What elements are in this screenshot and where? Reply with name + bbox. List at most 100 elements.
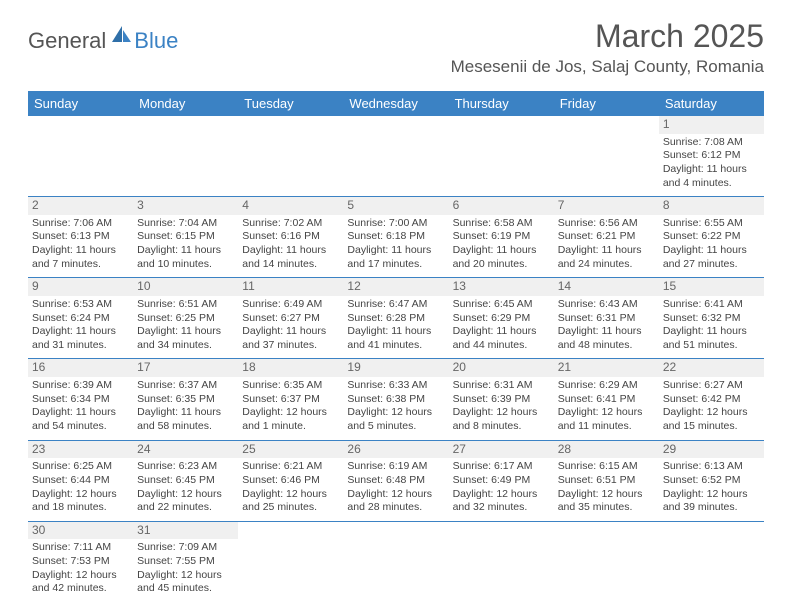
- day-header-saturday: Saturday: [659, 91, 764, 116]
- calendar-cell: [238, 116, 343, 197]
- daylight-text-1: Daylight: 12 hours: [242, 406, 339, 420]
- daylight-text-2: and 32 minutes.: [453, 501, 550, 515]
- daylight-text-1: Daylight: 12 hours: [558, 406, 655, 420]
- day-number: 6: [449, 197, 554, 215]
- sunset-text: Sunset: 6:42 PM: [663, 393, 760, 407]
- calendar-cell: 10Sunrise: 6:51 AMSunset: 6:25 PMDayligh…: [133, 278, 238, 359]
- calendar-cell: 4Sunrise: 7:02 AMSunset: 6:16 PMDaylight…: [238, 197, 343, 278]
- day-header-monday: Monday: [133, 91, 238, 116]
- calendar-row: 1Sunrise: 7:08 AMSunset: 6:12 PMDaylight…: [28, 116, 764, 197]
- daylight-text-1: Daylight: 11 hours: [137, 244, 234, 258]
- daylight-text-1: Daylight: 11 hours: [242, 244, 339, 258]
- calendar-cell: 15Sunrise: 6:41 AMSunset: 6:32 PMDayligh…: [659, 278, 764, 359]
- day-number: 28: [554, 441, 659, 459]
- sunrise-text: Sunrise: 6:56 AM: [558, 217, 655, 231]
- calendar-cell: 31Sunrise: 7:09 AMSunset: 7:55 PMDayligh…: [133, 521, 238, 602]
- sunrise-text: Sunrise: 6:17 AM: [453, 460, 550, 474]
- daylight-text-1: Daylight: 12 hours: [242, 488, 339, 502]
- calendar-cell: 19Sunrise: 6:33 AMSunset: 6:38 PMDayligh…: [343, 359, 448, 440]
- sunset-text: Sunset: 6:29 PM: [453, 312, 550, 326]
- day-number: 14: [554, 278, 659, 296]
- day-number: 25: [238, 441, 343, 459]
- calendar-cell: 25Sunrise: 6:21 AMSunset: 6:46 PMDayligh…: [238, 440, 343, 521]
- calendar-cell: [449, 116, 554, 197]
- sunset-text: Sunset: 6:16 PM: [242, 230, 339, 244]
- sunrise-text: Sunrise: 6:58 AM: [453, 217, 550, 231]
- sunrise-text: Sunrise: 6:53 AM: [32, 298, 129, 312]
- sunrise-text: Sunrise: 7:06 AM: [32, 217, 129, 231]
- calendar-cell: 6Sunrise: 6:58 AMSunset: 6:19 PMDaylight…: [449, 197, 554, 278]
- daylight-text-2: and 39 minutes.: [663, 501, 760, 515]
- sunset-text: Sunset: 6:46 PM: [242, 474, 339, 488]
- daylight-text-1: Daylight: 12 hours: [453, 406, 550, 420]
- daylight-text-1: Daylight: 11 hours: [558, 325, 655, 339]
- daylight-text-1: Daylight: 12 hours: [137, 569, 234, 583]
- sunrise-text: Sunrise: 6:19 AM: [347, 460, 444, 474]
- daylight-text-2: and 51 minutes.: [663, 339, 760, 353]
- daylight-text-1: Daylight: 12 hours: [663, 406, 760, 420]
- calendar-row: 30Sunrise: 7:11 AMSunset: 7:53 PMDayligh…: [28, 521, 764, 602]
- sunset-text: Sunset: 6:19 PM: [453, 230, 550, 244]
- calendar-table: SundayMondayTuesdayWednesdayThursdayFrid…: [28, 91, 764, 602]
- month-title: March 2025: [451, 18, 764, 55]
- day-number: 3: [133, 197, 238, 215]
- day-header-sunday: Sunday: [28, 91, 133, 116]
- title-block: March 2025 Mesesenii de Jos, Salaj Count…: [451, 18, 764, 77]
- sunset-text: Sunset: 6:48 PM: [347, 474, 444, 488]
- calendar-cell: 8Sunrise: 6:55 AMSunset: 6:22 PMDaylight…: [659, 197, 764, 278]
- daylight-text-1: Daylight: 12 hours: [32, 569, 129, 583]
- day-number: 26: [343, 441, 448, 459]
- sunset-text: Sunset: 6:44 PM: [32, 474, 129, 488]
- sunset-text: Sunset: 6:39 PM: [453, 393, 550, 407]
- daylight-text-2: and 24 minutes.: [558, 258, 655, 272]
- sunset-text: Sunset: 6:22 PM: [663, 230, 760, 244]
- sunset-text: Sunset: 6:52 PM: [663, 474, 760, 488]
- calendar-cell: 16Sunrise: 6:39 AMSunset: 6:34 PMDayligh…: [28, 359, 133, 440]
- sunset-text: Sunset: 6:51 PM: [558, 474, 655, 488]
- sunset-text: Sunset: 6:38 PM: [347, 393, 444, 407]
- day-number: 15: [659, 278, 764, 296]
- day-number: 10: [133, 278, 238, 296]
- calendar-cell: 5Sunrise: 7:00 AMSunset: 6:18 PMDaylight…: [343, 197, 448, 278]
- calendar-cell: 27Sunrise: 6:17 AMSunset: 6:49 PMDayligh…: [449, 440, 554, 521]
- calendar-row: 23Sunrise: 6:25 AMSunset: 6:44 PMDayligh…: [28, 440, 764, 521]
- location: Mesesenii de Jos, Salaj County, Romania: [451, 57, 764, 77]
- daylight-text-2: and 48 minutes.: [558, 339, 655, 353]
- daylight-text-1: Daylight: 12 hours: [32, 488, 129, 502]
- sunset-text: Sunset: 6:13 PM: [32, 230, 129, 244]
- daylight-text-2: and 42 minutes.: [32, 582, 129, 596]
- calendar-cell: 20Sunrise: 6:31 AMSunset: 6:39 PMDayligh…: [449, 359, 554, 440]
- daylight-text-2: and 20 minutes.: [453, 258, 550, 272]
- daylight-text-1: Daylight: 11 hours: [32, 325, 129, 339]
- day-number: 16: [28, 359, 133, 377]
- daylight-text-2: and 45 minutes.: [137, 582, 234, 596]
- calendar-cell: 30Sunrise: 7:11 AMSunset: 7:53 PMDayligh…: [28, 521, 133, 602]
- daylight-text-2: and 35 minutes.: [558, 501, 655, 515]
- calendar-cell: [449, 521, 554, 602]
- calendar-cell: [238, 521, 343, 602]
- daylight-text-1: Daylight: 12 hours: [663, 488, 760, 502]
- sunset-text: Sunset: 6:12 PM: [663, 149, 760, 163]
- sunrise-text: Sunrise: 6:51 AM: [137, 298, 234, 312]
- day-number: 31: [133, 522, 238, 540]
- daylight-text-2: and 18 minutes.: [32, 501, 129, 515]
- sunrise-text: Sunrise: 6:23 AM: [137, 460, 234, 474]
- calendar-cell: [343, 116, 448, 197]
- calendar-row: 16Sunrise: 6:39 AMSunset: 6:34 PMDayligh…: [28, 359, 764, 440]
- daylight-text-2: and 27 minutes.: [663, 258, 760, 272]
- sunrise-text: Sunrise: 6:27 AM: [663, 379, 760, 393]
- day-number: 11: [238, 278, 343, 296]
- calendar-cell: 21Sunrise: 6:29 AMSunset: 6:41 PMDayligh…: [554, 359, 659, 440]
- sunrise-text: Sunrise: 7:02 AM: [242, 217, 339, 231]
- day-number: 22: [659, 359, 764, 377]
- day-number: 19: [343, 359, 448, 377]
- daylight-text-2: and 22 minutes.: [137, 501, 234, 515]
- day-header-tuesday: Tuesday: [238, 91, 343, 116]
- day-header-row: SundayMondayTuesdayWednesdayThursdayFrid…: [28, 91, 764, 116]
- sunrise-text: Sunrise: 6:15 AM: [558, 460, 655, 474]
- calendar-cell: 24Sunrise: 6:23 AMSunset: 6:45 PMDayligh…: [133, 440, 238, 521]
- sunset-text: Sunset: 6:15 PM: [137, 230, 234, 244]
- daylight-text-1: Daylight: 12 hours: [453, 488, 550, 502]
- daylight-text-1: Daylight: 11 hours: [558, 244, 655, 258]
- calendar-cell: [28, 116, 133, 197]
